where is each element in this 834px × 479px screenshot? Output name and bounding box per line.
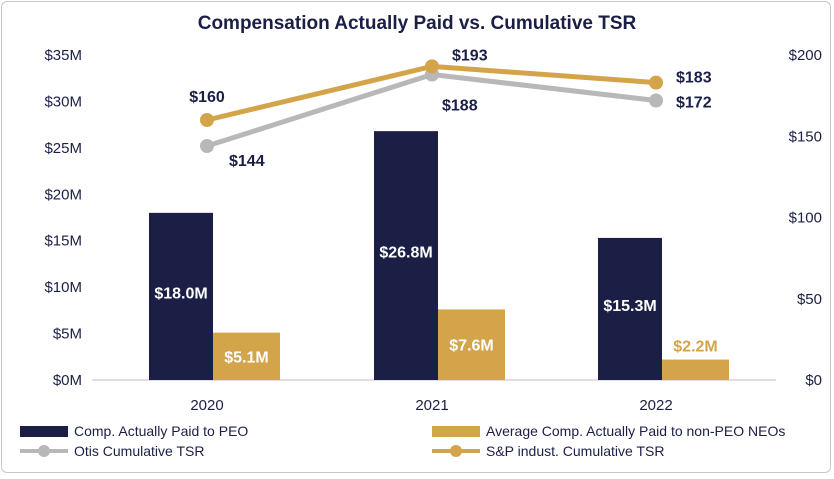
sp-tsr-label: $193	[452, 47, 488, 64]
right-axis-tick-label: $0	[805, 372, 822, 389]
left-axis-tick-label: $25M	[44, 140, 82, 157]
otis-tsr-point	[200, 139, 214, 153]
bar-peo	[149, 212, 213, 380]
bar-peo-label: $26.8M	[379, 245, 432, 262]
bar-neo	[213, 332, 280, 380]
sp-tsr-point	[200, 113, 214, 127]
left-axis-tick-label: $5M	[53, 326, 82, 343]
bar-neo-label: $5.1M	[224, 349, 268, 366]
x-axis-tick-label: 2022	[639, 397, 672, 414]
x-axis-tick-label: 2021	[415, 397, 448, 414]
bar-neo-label: $7.6M	[449, 338, 493, 355]
sp-tsr-label: $160	[189, 89, 225, 106]
right-axis-tick-label: $200	[789, 47, 822, 64]
sp-tsr-label: $183	[676, 70, 712, 87]
legend-marker	[38, 445, 50, 457]
otis-tsr-label: $188	[442, 98, 478, 115]
bar-peo-label: $18.0M	[154, 285, 207, 302]
sp-tsr-point	[649, 75, 663, 90]
legend-swatch	[432, 426, 480, 437]
legend-label: Comp. Actually Paid to PEO	[74, 423, 248, 439]
legend-label: Otis Cumulative TSR	[74, 443, 204, 459]
otis-tsr-label: $172	[676, 95, 712, 112]
left-axis-tick-label: $15M	[44, 233, 82, 250]
right-axis-tick-label: $100	[789, 210, 822, 227]
chart-title: Compensation Actually Paid vs. Cumulativ…	[198, 13, 637, 34]
left-axis-tick-label: $0M	[53, 372, 82, 389]
legend-swatch	[20, 426, 68, 437]
bar-peo	[598, 237, 662, 380]
left-axis-tick-label: $10M	[44, 279, 82, 296]
otis-tsr-point	[649, 93, 663, 108]
left-axis-tick-label: $35M	[44, 47, 82, 64]
legend-label: S&P indust. Cumulative TSR	[486, 443, 664, 459]
right-axis-tick-label: $50	[797, 291, 822, 308]
bar-neo-label: $2.2M	[673, 339, 717, 356]
bar-peo	[374, 131, 438, 380]
legend-marker	[450, 445, 462, 457]
x-axis-tick-label: 2020	[190, 397, 223, 414]
left-axis-tick-label: $20M	[44, 186, 82, 203]
legend-label: Average Comp. Actually Paid to non-PEO N…	[486, 423, 785, 439]
right-axis-tick-label: $150	[789, 128, 822, 145]
bar-neo	[438, 309, 505, 380]
bar-peo-label: $15.3M	[603, 298, 656, 315]
left-axis-tick-label: $30M	[44, 93, 82, 110]
otis-tsr-label: $144	[229, 153, 265, 170]
bar-neo	[662, 359, 729, 380]
sp-tsr-point	[425, 59, 439, 74]
